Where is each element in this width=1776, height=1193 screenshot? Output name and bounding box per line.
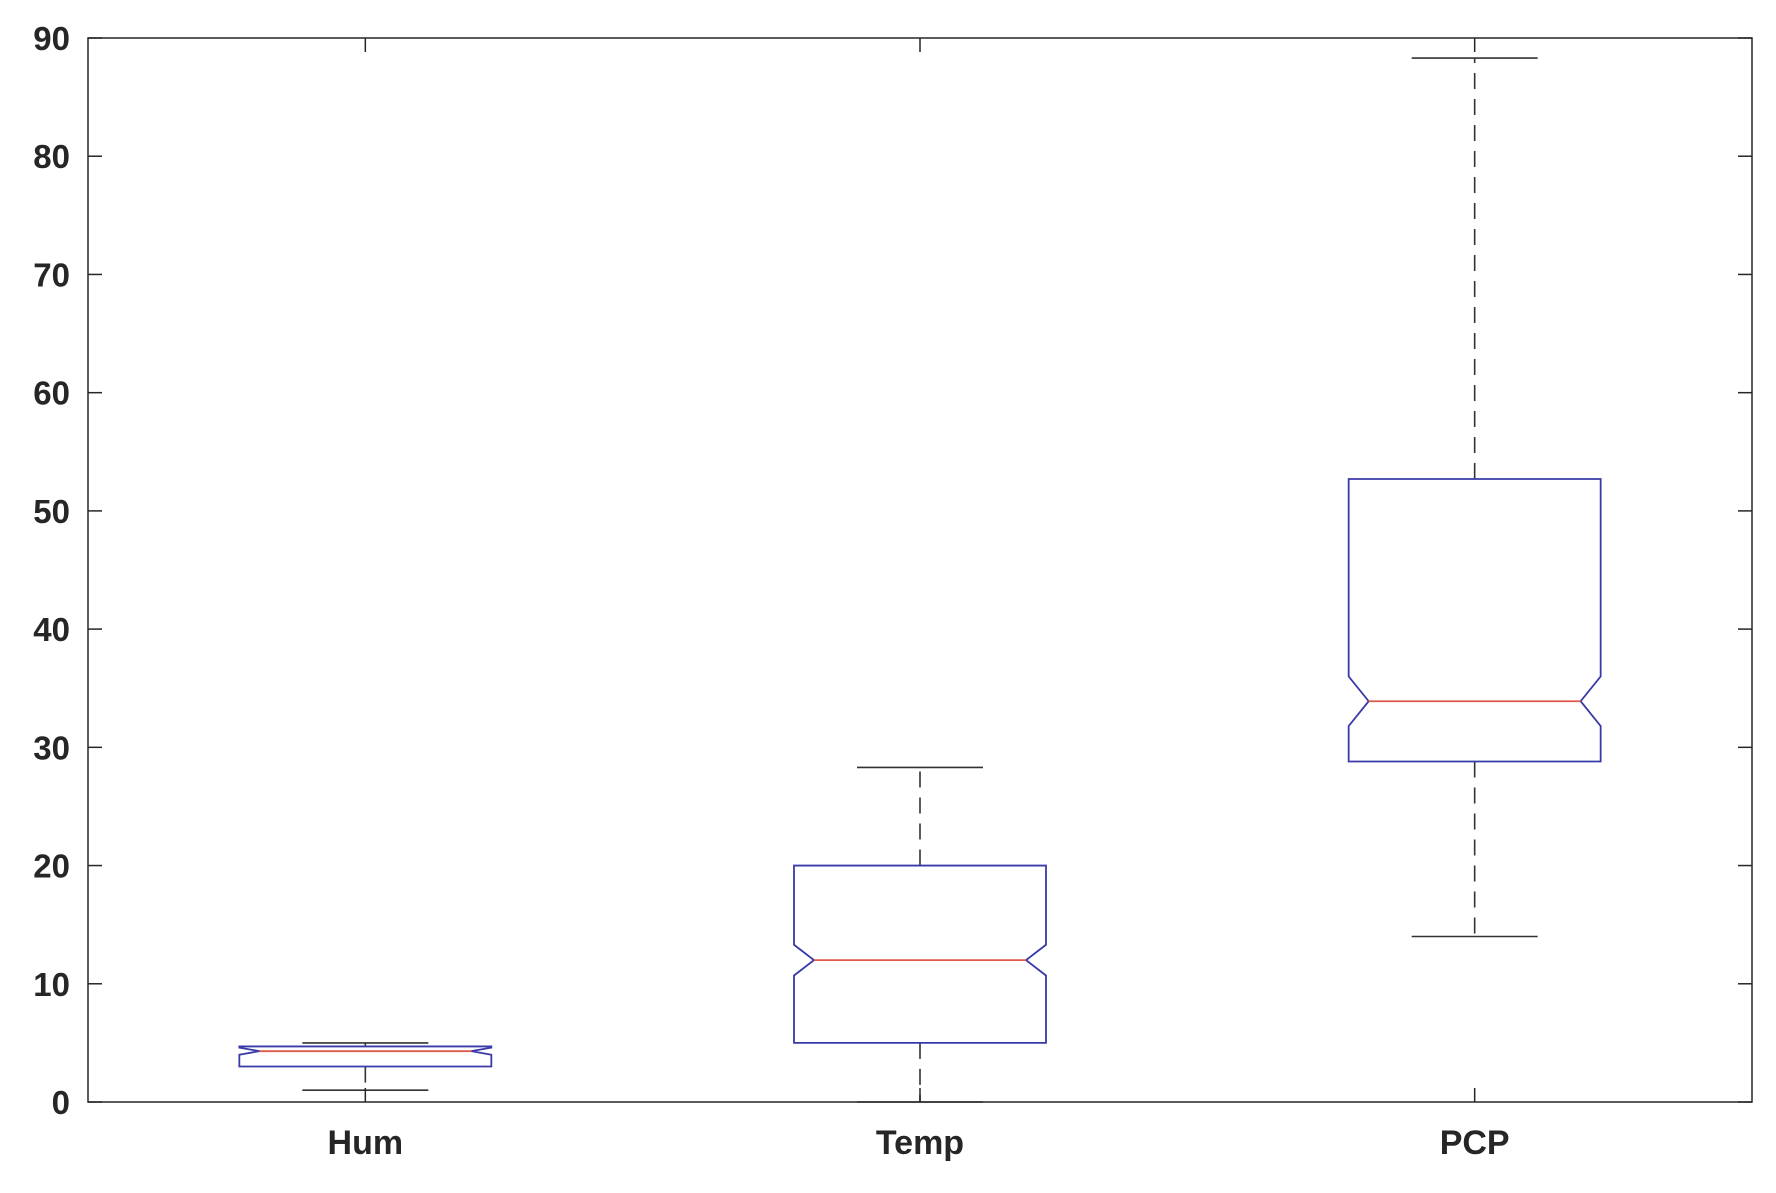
y-tick-label: 0 (52, 1084, 70, 1121)
box-hum (238, 1042, 493, 1091)
y-tick-label: 50 (33, 493, 70, 530)
notched-box (1347, 478, 1602, 763)
x-category-label: PCP (1440, 1124, 1510, 1162)
notched-box (238, 1045, 493, 1068)
y-tick-label: 20 (33, 848, 70, 885)
y-tick-label: 40 (33, 611, 70, 648)
y-tick-label: 90 (33, 20, 70, 57)
plot-frame (87, 37, 1753, 1103)
x-category-label: Hum (328, 1124, 404, 1162)
y-tick-label: 10 (33, 966, 70, 1003)
x-category-label: Temp (876, 1124, 964, 1162)
y-tick-label: 80 (33, 138, 70, 175)
box-pcp (1347, 57, 1602, 938)
ticks-layer: 0 10 20 30 40 50 60 70 80 90 Hum Temp PCP (33, 20, 1752, 1162)
y-tick-label: 30 (33, 729, 70, 766)
y-tick-label: 60 (33, 375, 70, 412)
y-tick-label: 70 (33, 256, 70, 293)
notched-box (793, 864, 1047, 1044)
